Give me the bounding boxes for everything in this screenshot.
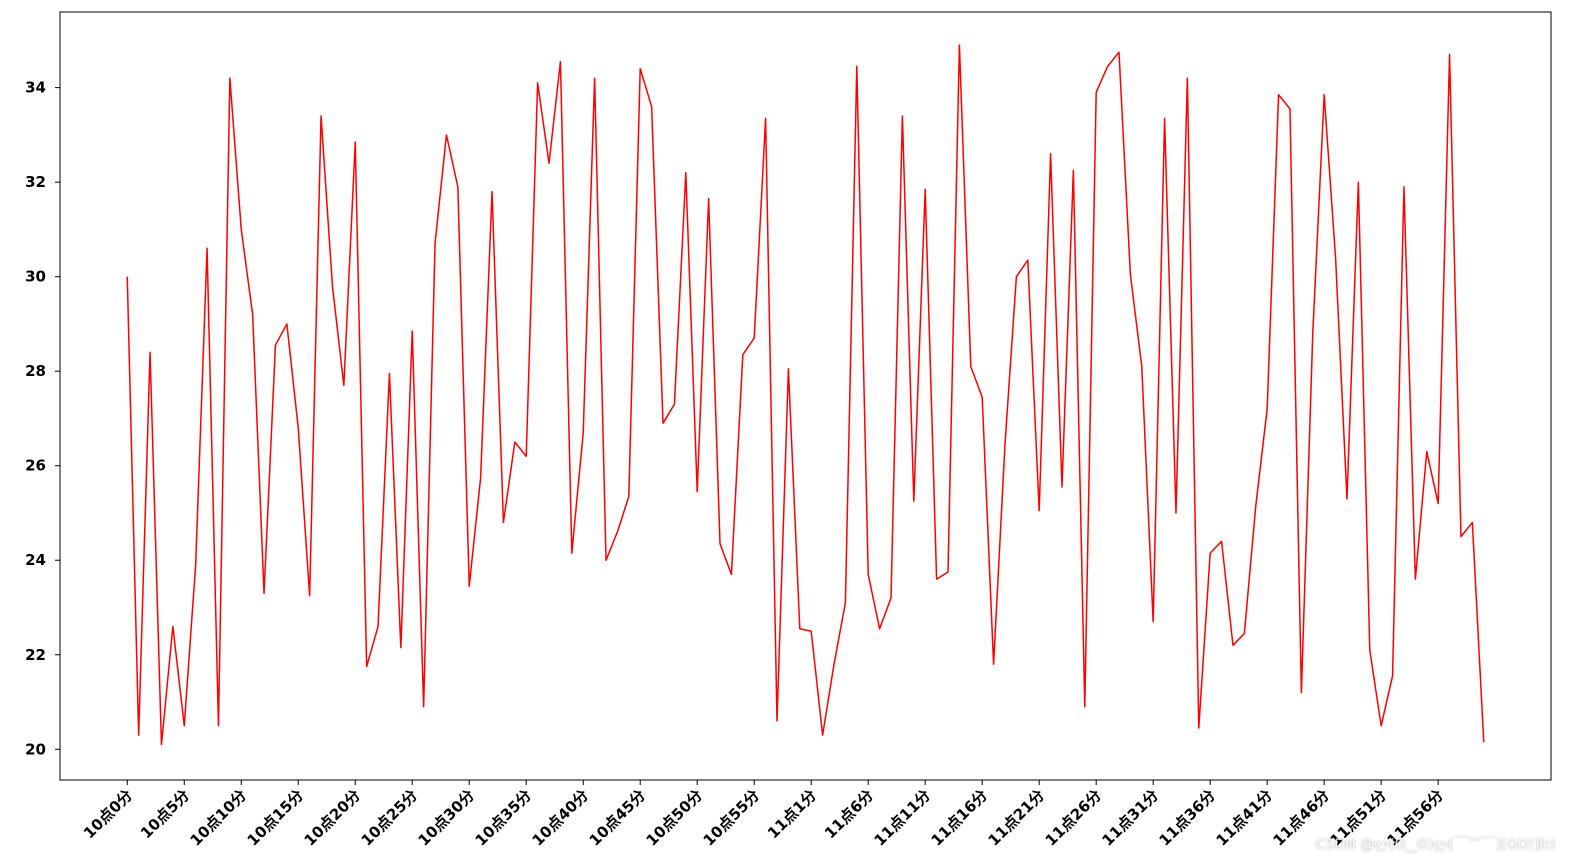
x-tick-label: 11点6分 — [821, 786, 877, 842]
x-tick-label: 11点21分 — [985, 786, 1048, 849]
x-tick-label: 10点45分 — [586, 786, 649, 849]
x-tick-label: 11点26分 — [1042, 786, 1105, 849]
plot-area — [59, 11, 1552, 781]
x-tick-label: 10点50分 — [643, 786, 706, 849]
y-tick-label: 28 — [25, 362, 46, 380]
y-tick-label: 22 — [25, 646, 46, 664]
x-tick-label: 11点16分 — [928, 786, 991, 849]
x-tick-label: 10点5分 — [137, 786, 193, 842]
series-layer — [126, 44, 1485, 746]
x-tick-label: 11点11分 — [871, 786, 934, 849]
x-tick-label: 11点41分 — [1213, 786, 1276, 849]
x-tick-label: 11点1分 — [764, 786, 820, 842]
x-tick-label: 10点10分 — [187, 786, 250, 849]
x-tick-label: 10点25分 — [358, 786, 421, 849]
x-axis: 10点0分 10点5分10点10分10点15分10点20分10点25分10点30分… — [80, 780, 1447, 850]
x-tick-label: 10点30分 — [415, 786, 478, 849]
y-axis: 20 22 24 26 28 30 32 34 — [25, 79, 60, 758]
watermark-text: CSDN @ლ(ʘ‿ʘ)ლ(￣︶￣)[GO!]lcl — [1315, 837, 1555, 853]
x-tick-label: 10点55分 — [700, 786, 763, 849]
x-tick-label: 10点15分 — [244, 786, 307, 849]
x-tick-label: 10点40分 — [529, 786, 592, 849]
x-tick-label: 10点20分 — [301, 786, 364, 849]
y-tick-label: 20 — [25, 740, 46, 758]
x-tick-label: 10点35分 — [472, 786, 535, 849]
y-tick-label: 26 — [25, 457, 46, 475]
y-tick-label: 24 — [25, 551, 46, 569]
x-tick-label: 11点31分 — [1099, 786, 1162, 849]
y-tick-label: 32 — [25, 173, 46, 191]
y-tick-label: 30 — [25, 268, 46, 286]
series-line — [126, 44, 1485, 746]
x-tick-label: 11点36分 — [1156, 786, 1219, 849]
x-tick-label: 10点0分 — [80, 786, 136, 842]
y-tick-label: 34 — [25, 79, 46, 97]
